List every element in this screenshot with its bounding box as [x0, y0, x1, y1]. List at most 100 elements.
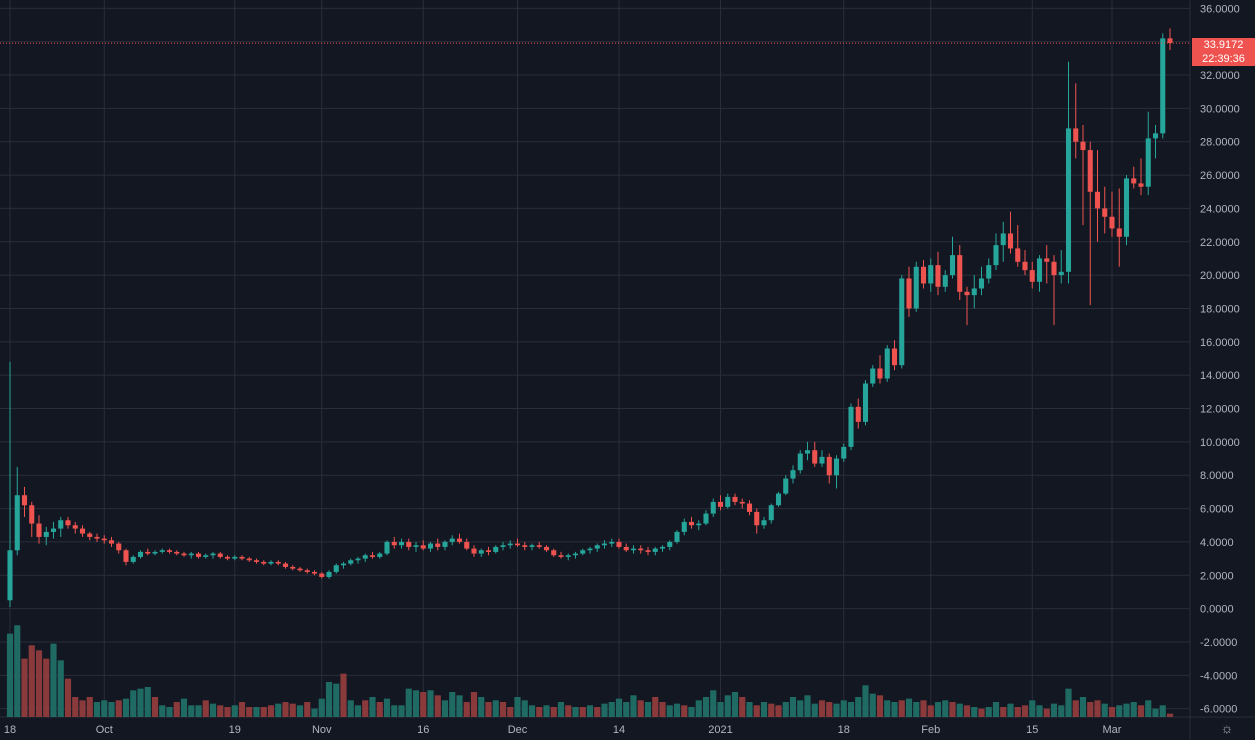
volume-bar: [1130, 701, 1137, 717]
volume-bar: [702, 696, 710, 717]
y-tick-label: 36.0000: [1200, 3, 1240, 15]
candle-body: [942, 275, 948, 287]
candle-body: [174, 551, 180, 554]
last-price-tag: 33.9172 22:39:36: [1192, 38, 1255, 66]
volume-bar: [217, 705, 224, 717]
candle-body: [181, 553, 187, 556]
candle-body: [304, 570, 310, 572]
candle-body: [130, 556, 136, 562]
candles: [7, 28, 1173, 607]
candle-body: [877, 368, 883, 379]
volume-bar: [710, 690, 717, 717]
volume-bar: [811, 703, 818, 717]
volume-bar: [1007, 703, 1014, 717]
candle-body: [696, 523, 702, 526]
candle-body: [507, 543, 513, 546]
gear-icon[interactable]: ☼: [1220, 720, 1234, 736]
last-price-countdown: 22:39:36: [1202, 53, 1245, 65]
volume-bar: [1079, 696, 1087, 717]
y-tick-label: 24.0000: [1200, 203, 1240, 215]
candle-body: [768, 505, 774, 521]
volume-bar: [383, 698, 391, 717]
volume-bar: [86, 696, 93, 717]
y-tick-label: 4.0000: [1200, 537, 1234, 549]
volume-bar: [376, 701, 383, 717]
volume-bar: [253, 706, 260, 717]
volume-bar: [862, 685, 869, 717]
candle-body: [920, 266, 927, 284]
x-tick-label: Dec: [508, 724, 528, 736]
candle-body: [203, 555, 209, 557]
candle-body: [826, 456, 832, 476]
candle-body: [790, 470, 796, 479]
volume-bar: [14, 625, 21, 717]
volume-bar: [72, 696, 79, 717]
volume-bar: [652, 696, 659, 717]
candle-body: [58, 520, 64, 529]
volume-bar: [1152, 708, 1159, 717]
volume-bar: [673, 703, 681, 717]
x-tick-label: 16: [417, 724, 429, 736]
volume-bar: [57, 660, 64, 717]
candle-body: [812, 450, 818, 464]
candle-body: [210, 553, 216, 556]
candle-body: [398, 541, 405, 546]
volume-bar: [470, 691, 478, 717]
candle-body: [674, 531, 680, 542]
volume-bar: [325, 681, 333, 717]
candle-body: [1080, 141, 1086, 151]
volume-bar: [354, 705, 362, 717]
candle-body: [442, 541, 448, 547]
volume-bar: [644, 701, 652, 717]
volume-bar: [405, 688, 412, 717]
volume-bar: [565, 705, 572, 717]
candle-body: [855, 406, 861, 422]
candle-body: [1015, 248, 1021, 262]
volume-bar: [826, 701, 833, 717]
candle-body: [1131, 178, 1137, 184]
candle-body: [478, 550, 484, 554]
volume-bar: [1166, 713, 1174, 717]
volume-bar: [1072, 700, 1079, 717]
volume-bar: [43, 658, 50, 717]
candle-body: [500, 545, 506, 547]
candle-body: [594, 545, 600, 549]
volume-bar: [913, 701, 920, 717]
volume-bar: [1108, 706, 1116, 717]
candle-body: [485, 550, 492, 552]
candle-body: [652, 548, 658, 552]
volume-bar: [572, 706, 579, 717]
candle-body: [217, 553, 223, 557]
candle-body: [1102, 208, 1108, 217]
volume-bar: [449, 691, 456, 717]
volume-bar: [238, 701, 246, 717]
candle-body: [449, 538, 455, 542]
volume-bar: [180, 698, 188, 717]
candle-body: [253, 560, 260, 562]
x-axis-labels: 18 Oct 19 Nov 16 Dec 14 2021 18 Feb 15 Mar: [4, 724, 1122, 736]
volume-bar: [441, 700, 449, 717]
candle-body: [1152, 133, 1159, 139]
x-tick-label: 19: [229, 724, 241, 736]
volume-bar: [50, 643, 57, 717]
candle-body: [275, 561, 281, 564]
candle-body: [949, 255, 956, 276]
volume-bar: [21, 658, 28, 717]
y-tick-label: 20.0000: [1200, 270, 1240, 282]
volume-bar: [267, 705, 275, 717]
volume-bar: [1029, 700, 1036, 717]
candle-body: [848, 406, 854, 447]
volume-bar: [760, 701, 768, 717]
candle-body: [1044, 258, 1050, 262]
volume-bar: [666, 705, 673, 717]
candle-body: [957, 255, 963, 292]
volume-bar: [289, 703, 296, 717]
volume-bar: [333, 683, 340, 717]
y-tick-label: 10.0000: [1200, 437, 1240, 449]
candle-body: [413, 545, 419, 547]
candle-body: [645, 550, 651, 552]
volume-bar: [688, 706, 695, 717]
volume-bar: [362, 700, 369, 717]
